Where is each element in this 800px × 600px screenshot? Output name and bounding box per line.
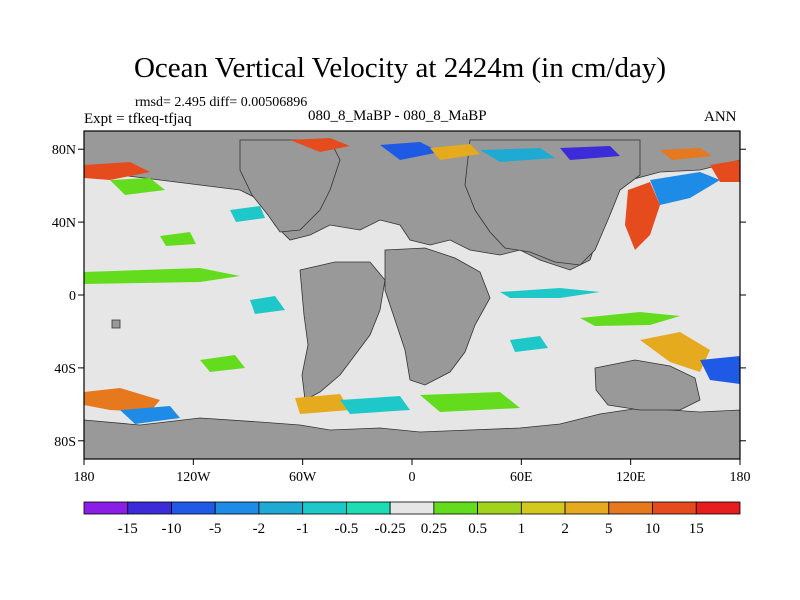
map-panel — [83, 130, 741, 460]
anomaly-equator-1 — [84, 268, 240, 284]
colorbar-label: -15 — [118, 521, 138, 537]
colorbar-label: 0.25 — [421, 521, 447, 537]
anomaly-south-4 — [340, 396, 410, 414]
lat-tick-label: 80N — [52, 143, 76, 158]
anomaly-speckle-1 — [250, 296, 285, 314]
anomaly-arctic-5 — [560, 146, 620, 160]
continent-south-america — [299, 261, 386, 401]
colorbar-swatch — [389, 501, 435, 515]
anomaly-equator-3 — [580, 312, 680, 326]
lon-tick-label: 0 — [409, 470, 416, 485]
colorbar-swatch — [608, 501, 653, 515]
anomaly-speckle-3 — [230, 206, 265, 222]
colorbar-swatch — [695, 501, 741, 515]
land-masses — [83, 130, 741, 460]
colorbar-label: 15 — [689, 521, 704, 537]
colorbar-swatch — [302, 501, 347, 515]
anomaly-nw-1 — [84, 162, 150, 180]
anomaly-south-2 — [120, 406, 180, 424]
colorbar-label: 1 — [518, 521, 526, 537]
anomaly-arctic-2 — [380, 142, 440, 160]
colorbar-swatch — [520, 501, 566, 515]
colorbar-label: -2 — [253, 521, 266, 537]
anomaly-arctic-3 — [430, 144, 480, 160]
small-island-west — [111, 319, 121, 329]
anomaly-nw-2 — [110, 178, 165, 195]
anomaly-east-2 — [650, 172, 720, 205]
continent-eurasia — [464, 139, 641, 266]
velocity-anomalies — [84, 138, 740, 424]
colorbar-label: -0.5 — [335, 521, 359, 537]
anomaly-arctic-6 — [660, 148, 712, 160]
colorbar-swatch — [564, 501, 610, 515]
anomaly-south-7 — [700, 356, 740, 384]
figure-title: Ocean Vertical Velocity at 2424m (in cm/… — [133, 52, 667, 84]
case-names: 080_8_MaBP - 080_8_MaBP — [308, 108, 487, 124]
anomaly-south-5 — [420, 392, 520, 412]
anomaly-speckle-2 — [200, 355, 245, 372]
colorbar-label: -5 — [209, 521, 222, 537]
lon-tick-label: 180 — [730, 470, 751, 485]
colorbar-swatch — [652, 501, 697, 515]
anomaly-arctic-1 — [290, 138, 350, 152]
season-label: ANN — [704, 109, 737, 125]
lon-tick-label: 120W — [176, 470, 211, 485]
colorbar-label: 10 — [645, 521, 660, 537]
colorbar: -15 -10 -5 -2 -1 -0.5 -0.25 0.25 0.5 1 2 5 10 15 — [83, 501, 741, 537]
colorbar-label: -10 — [161, 521, 181, 537]
continent-africa — [384, 247, 491, 386]
lon-tick-label: 60E — [510, 470, 533, 485]
anomaly-equator-2 — [500, 288, 600, 298]
latitude-axis: 80N 40N 0 40S 80S — [52, 143, 746, 450]
colorbar-label: 0.5 — [468, 521, 487, 537]
continent-north-america — [239, 139, 341, 233]
colorbar-swatch — [214, 501, 260, 515]
lon-tick-label: 180 — [74, 470, 95, 485]
anomaly-south-3 — [295, 394, 350, 414]
anomaly-east-3 — [710, 160, 740, 182]
colorbar-swatch — [171, 501, 216, 515]
colorbar-swatch — [433, 501, 479, 515]
colorbar-label: 5 — [605, 521, 613, 537]
lat-tick-label: 80S — [54, 435, 76, 450]
colorbar-label: -1 — [296, 521, 309, 537]
anomaly-speckle-5 — [510, 336, 548, 352]
colorbar-swatch — [258, 501, 304, 515]
lat-tick-label: 0 — [69, 289, 76, 304]
colorbar-swatch — [477, 501, 522, 515]
anomaly-south-1 — [84, 388, 160, 412]
colorbar-label: -0.25 — [375, 521, 406, 537]
colorbar-swatch — [83, 501, 129, 515]
anomaly-east-1 — [625, 182, 660, 250]
colorbar-swatch — [345, 501, 391, 515]
rmsd-diff-stats: rmsd= 2.495 diff= 0.00506896 — [135, 95, 308, 110]
colorbar-label: 2 — [561, 521, 569, 537]
lon-tick-label: 120E — [616, 470, 646, 485]
lat-tick-label: 40N — [52, 216, 76, 231]
anomaly-arctic-4 — [480, 148, 555, 162]
lon-tick-label: 60W — [289, 470, 317, 485]
lat-tick-label: 40S — [54, 362, 76, 377]
anomaly-speckle-4 — [160, 232, 196, 246]
colorbar-swatch — [127, 501, 172, 515]
continent-australia — [594, 359, 701, 411]
experiment-label: Expt = tfkeq-tfjaq — [84, 111, 192, 127]
longitude-axis: 180 120W 60W 0 60E 120E 180 — [74, 459, 751, 485]
anomaly-south-6 — [640, 332, 710, 372]
